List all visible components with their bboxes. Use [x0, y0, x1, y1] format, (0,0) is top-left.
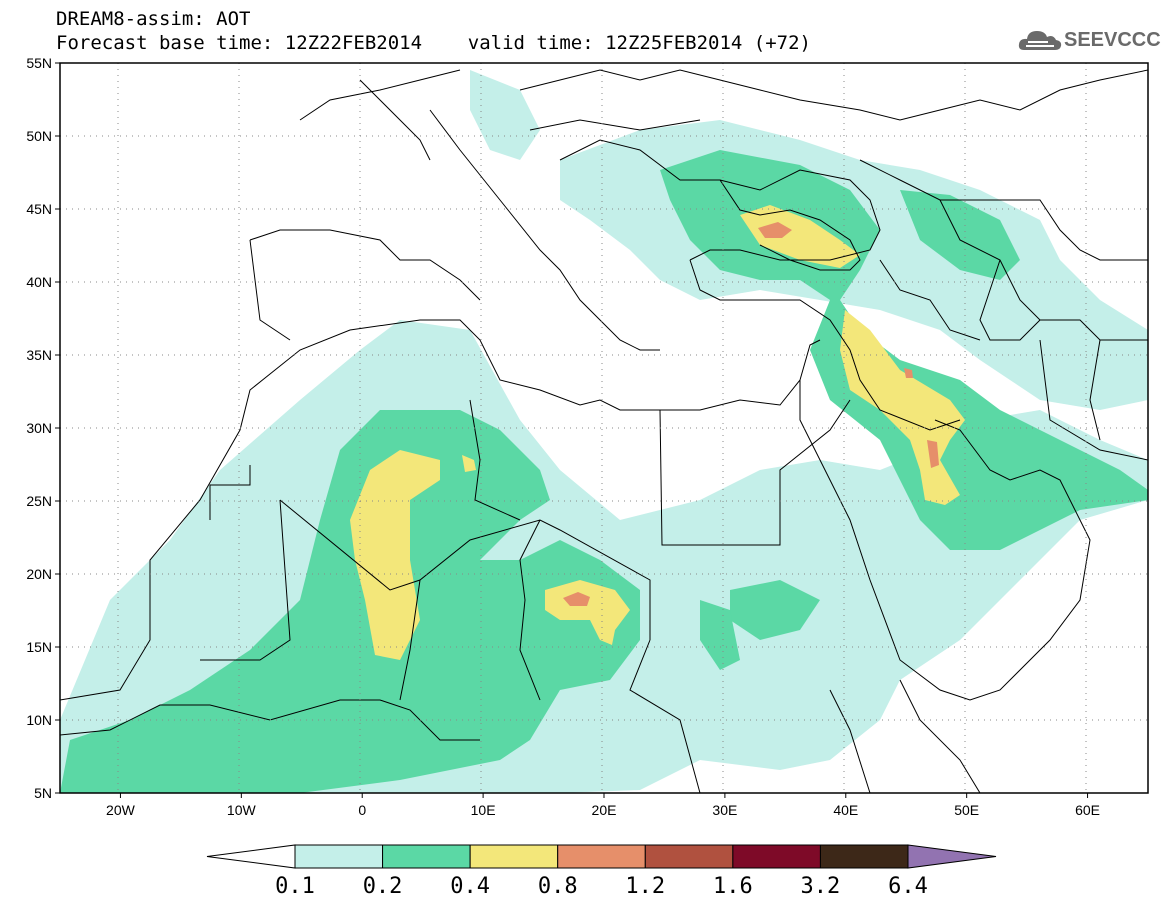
aot-field — [60, 70, 1148, 793]
lon-tick-label: 40E — [833, 802, 858, 818]
lat-tick-label: 25N — [26, 493, 52, 509]
colorbar-level-label: 1.2 — [625, 874, 665, 899]
colorbar-level-label: 0.1 — [275, 874, 315, 899]
colorbar-swatch — [382, 844, 471, 869]
lon-tick-label: 10E — [471, 802, 496, 818]
map-title: DREAM8-assim: AOT — [56, 8, 251, 30]
colorbar-over-arrow — [907, 844, 997, 869]
lon-tick-label: 0 — [358, 802, 366, 818]
seevccc-logo: SEEVCCC — [1018, 24, 1161, 58]
colorbar-level-label: 1.6 — [713, 874, 753, 899]
lat-tick-label: 45N — [26, 201, 52, 217]
map-subtitle: Forecast base time: 12Z22FEB2014 valid t… — [56, 32, 811, 54]
lon-tick-label: 30E — [712, 802, 737, 818]
lat-tick-label: 50N — [26, 128, 52, 144]
colorbar-swatch — [732, 844, 821, 869]
lon-tick-label: 10W — [227, 802, 257, 818]
colorbar-level-label: 0.4 — [450, 874, 490, 899]
lat-tick-label: 20N — [26, 566, 52, 582]
lat-tick-label: 35N — [26, 347, 52, 363]
lat-tick-label: 15N — [26, 639, 52, 655]
colorbar-level-label: 0.2 — [363, 874, 403, 899]
colorbar-swatch — [644, 844, 734, 869]
graticule — [60, 63, 1148, 793]
lat-tick-label: 55N — [26, 55, 52, 71]
colorbar-level-label: 0.8 — [538, 874, 578, 899]
colorbar-swatch — [469, 844, 559, 869]
lat-tick-label: 30N — [26, 420, 52, 436]
colorbar-level-label: 6.4 — [888, 874, 928, 899]
coastlines — [60, 69, 1148, 793]
lon-tick-label: 20E — [592, 802, 617, 818]
lon-tick-label: 60E — [1075, 802, 1100, 818]
aot-level-0.8 — [563, 222, 939, 606]
colorbar-level-label: 3.2 — [801, 874, 841, 899]
colorbar-under-arrow — [206, 844, 296, 869]
colorbar-swatch — [819, 844, 909, 869]
lat-tick-label: 40N — [26, 274, 52, 290]
lon-tick-label: 20W — [106, 802, 136, 818]
logo-text: SEEVCCC — [1064, 29, 1161, 51]
lon-tick-label: 50E — [954, 802, 979, 818]
colorbar-swatch — [557, 844, 646, 869]
colorbar-swatch — [294, 844, 384, 869]
colorbar: 0.1 0.2 0.4 0.8 1.2 1.6 3.2 6.4 — [206, 844, 997, 899]
lat-tick-label: 5N — [34, 785, 52, 801]
cloud-icon — [1018, 31, 1062, 50]
map-axes: 55N 50N 45N 40N 35N 30N 25N 20N 15N 10N 5N 20W 10W 0 1… — [26, 55, 1100, 818]
lat-tick-label: 10N — [26, 712, 52, 728]
